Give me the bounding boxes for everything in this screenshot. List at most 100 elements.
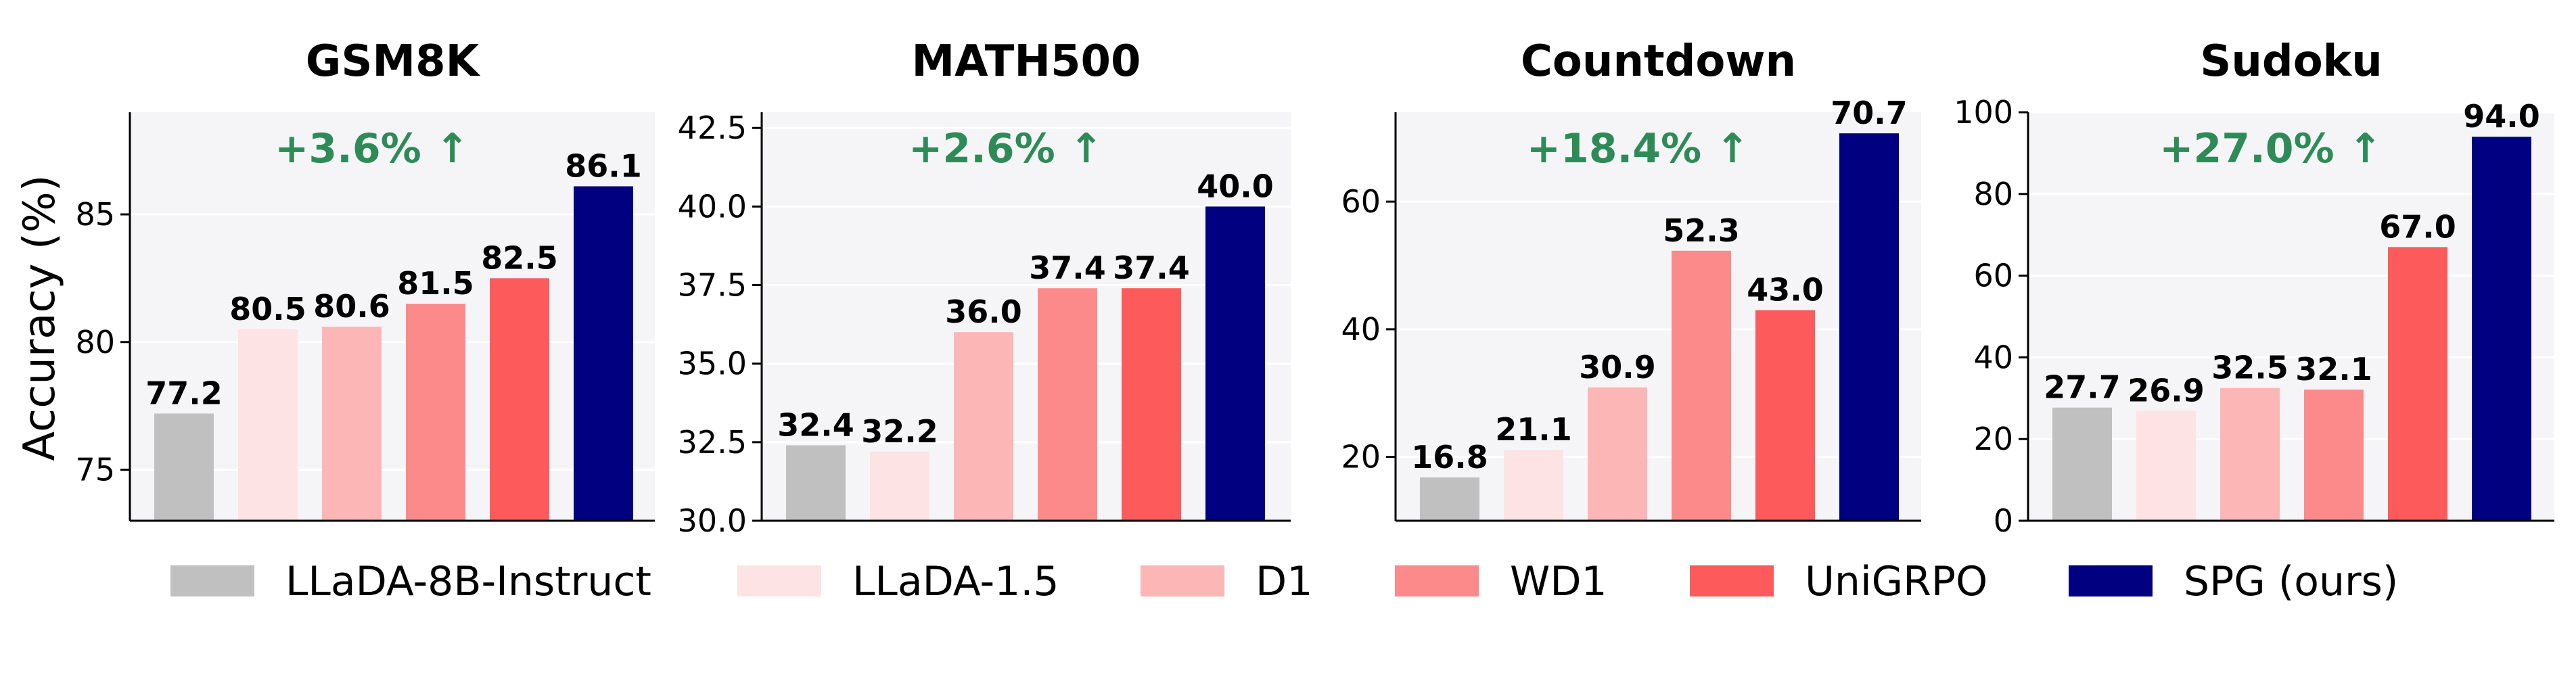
- bar: [1420, 477, 1479, 521]
- bar-value-label: 27.7: [2044, 369, 2121, 406]
- improvement-annotation: +18.4% ↑: [1527, 125, 1750, 172]
- plot-background: [2028, 112, 2554, 521]
- y-tick-label: 75: [75, 452, 115, 488]
- bar-value-label: 43.0: [1747, 272, 1824, 308]
- bar: [2136, 411, 2196, 521]
- bar-value-label: 32.4: [777, 406, 854, 443]
- y-tick-label: 32.5: [678, 424, 747, 461]
- bar-value-label: 94.0: [2463, 98, 2540, 135]
- bar: [2388, 247, 2447, 521]
- bar: [1672, 250, 1731, 521]
- bar-value-label: 86.1: [565, 147, 642, 184]
- legend-label: LLaDA-1.5: [852, 558, 1059, 605]
- legend-item: WD1: [1395, 558, 1607, 605]
- panels: 75 80 85 77.2 80.5 80.681.582.5 86.1 GSM8K +3.6%…: [75, 37, 2554, 539]
- bar-value-label: 32.2: [861, 413, 938, 450]
- legend-item: SPG (ours): [2069, 558, 2398, 605]
- bar-value-label: 40.0: [1197, 168, 1274, 204]
- y-tick-label: 40: [1341, 311, 1381, 348]
- panel-title: Countdown: [1521, 37, 1796, 87]
- bar: [1839, 133, 1899, 521]
- bar-value-label: 77.2: [145, 375, 223, 411]
- legend-item: UniGRPO: [1690, 558, 1987, 605]
- legend-item: LLaDA-1.5: [737, 558, 1059, 605]
- y-tick-label: 40.0: [678, 188, 747, 225]
- legend: LLaDA-8B-Instruct LLaDA-1.5 D1 WD1 UniGRPO SP…: [170, 558, 2398, 605]
- bar: [1122, 288, 1181, 521]
- bar-value-label: 32.1: [2295, 351, 2372, 388]
- bar: [786, 445, 846, 521]
- bar: [2220, 388, 2280, 521]
- bar: [322, 327, 382, 521]
- bar-value-label: 81.5: [397, 265, 474, 302]
- bar-value-label: 52.3: [1663, 212, 1740, 249]
- bar-value-label: 21.1: [1495, 411, 1572, 448]
- legend-swatch: [1141, 565, 1224, 596]
- plot-background: [130, 112, 655, 521]
- y-axis-label: Accuracy (%): [15, 174, 65, 461]
- y-tick-label: 30.0: [678, 502, 747, 539]
- improvement-annotation: +2.6% ↑: [908, 125, 1103, 172]
- bar-value-label: 82.5: [481, 239, 558, 276]
- improvement-annotation: +3.6% ↑: [275, 125, 469, 172]
- panel-title: MATH500: [911, 37, 1141, 87]
- bar: [1755, 310, 1815, 521]
- legend-swatch: [170, 565, 254, 596]
- bar-value-label: 30.9: [1579, 349, 1656, 385]
- y-tick-label: 42.5: [678, 110, 747, 146]
- improvement-annotation: +27.0% ↑: [2159, 125, 2383, 172]
- panel-countdown: 20 40 60 16.821.130.9 52.343.0 70.7 Countdown +…: [1341, 37, 1921, 522]
- bar: [2472, 137, 2531, 521]
- plot-background: [1396, 112, 1921, 521]
- bar-value-label: 70.7: [1831, 95, 1908, 131]
- legend-label: SPG (ours): [2184, 558, 2398, 605]
- y-tick-label: 35.0: [678, 346, 747, 382]
- y-tick-label: 60: [1341, 183, 1381, 220]
- y-tick-label: 20: [1341, 439, 1381, 475]
- bar: [1038, 288, 1097, 521]
- legend-label: UniGRPO: [1805, 558, 1987, 605]
- legend-label: WD1: [1510, 558, 1607, 605]
- panel-title: GSM8K: [306, 37, 481, 87]
- y-tick-label: 40: [1973, 339, 2013, 375]
- bar: [154, 413, 214, 521]
- panel-title: Sudoku: [2200, 37, 2383, 87]
- bar-value-label: 67.0: [2379, 208, 2456, 245]
- legend-label: D1: [1256, 558, 1312, 605]
- y-tick-label: 80: [1973, 176, 2013, 212]
- panel-math500: 30.032.535.037.540.042.532.4 32.236.037.4…: [678, 37, 1291, 539]
- panel-gsm8k: 75 80 85 77.2 80.5 80.681.582.5 86.1 GSM8K +3.6%…: [75, 37, 655, 522]
- bar: [490, 278, 549, 521]
- legend-swatch: [1690, 565, 1774, 596]
- bar-value-label: 80.6: [313, 288, 390, 325]
- y-tick-label: 80: [75, 324, 115, 360]
- legend-swatch: [1395, 565, 1479, 596]
- y-tick-label: 0: [1994, 502, 2013, 539]
- bar-value-label: 26.9: [2128, 373, 2205, 409]
- bar: [2304, 390, 2364, 521]
- legend-label: LLaDA-8B-Instruct: [285, 558, 651, 605]
- bar: [406, 304, 465, 521]
- bar-value-label: 37.4: [1029, 250, 1106, 286]
- bar: [2052, 407, 2112, 521]
- bar: [870, 451, 929, 521]
- bar: [574, 186, 633, 521]
- legend-swatch: [737, 565, 821, 596]
- bar: [238, 329, 298, 521]
- bar-value-label: 37.4: [1113, 250, 1190, 286]
- bar: [1588, 387, 1647, 521]
- y-tick-label: 60: [1973, 258, 2013, 294]
- bar-value-label: 32.5: [2211, 350, 2288, 386]
- y-tick-label: 20: [1973, 421, 2013, 457]
- bar: [1504, 450, 1563, 521]
- legend-item: D1: [1141, 558, 1312, 605]
- y-tick-label: 85: [75, 196, 115, 233]
- legend-item: LLaDA-8B-Instruct: [170, 558, 651, 605]
- bar-value-label: 16.8: [1411, 439, 1488, 475]
- bar-value-label: 36.0: [945, 294, 1022, 330]
- y-tick-label: 100: [1954, 94, 2013, 131]
- y-tick-label: 37.5: [678, 267, 747, 304]
- panel-sudoku: 0 20 40 60 80 100 27.7 26.932.5 32.1 67.0 94.0 Sudo…: [1954, 37, 2554, 539]
- plot-background: [762, 112, 1291, 521]
